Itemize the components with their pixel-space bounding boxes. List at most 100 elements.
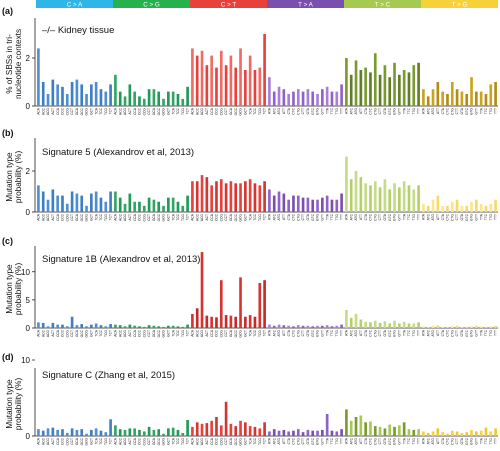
x-tick-label: ATA [268,329,272,336]
y-tick-label: 0 [26,324,31,333]
x-tick-label: TCC [253,437,257,444]
x-tick-label: TCA [94,107,98,114]
bar [450,326,454,328]
x-tick-label: ACT [205,214,209,221]
bar [181,205,185,212]
bar [61,195,64,212]
x-tick-label: TCT [109,108,113,114]
bar [147,89,151,106]
x-tick-label: GTT [320,438,324,445]
x-tick-label: TCC [99,329,103,336]
bar [123,96,127,106]
bar [210,420,213,436]
x-tick-label: GTC [311,329,315,337]
x-tick-label: GTA [383,329,387,336]
bar [340,429,343,436]
bar [287,431,290,436]
x-tick-label: CCG [65,214,69,222]
panel-3: (c) Signature 1B (Alexandrov et al, 2013)… [2,236,498,338]
x-tick-label: CCG [65,438,69,446]
bar [393,183,396,212]
bar [118,429,122,436]
x-tick-label: CTG [296,214,300,221]
bar [301,432,305,436]
x-tick-label: GCC [234,213,238,221]
x-tick-label: TCC [99,437,103,444]
x-tick-label: CCT [147,214,151,221]
x-tick-label: GCA [152,437,156,445]
x-tick-label: GTG [393,330,397,338]
bar [123,326,127,328]
bar [301,197,305,212]
x-tick-label: ATG [277,330,281,337]
x-tick-label: CTT [455,108,459,114]
bar [388,77,392,106]
x-tick-label: CCG [65,108,69,116]
bar [345,58,348,106]
x-tick-label: TCA [248,107,252,114]
x-tick-label: GTT [474,438,478,445]
bar [133,325,136,328]
x-tick-label: ATT [359,214,363,220]
bar [176,326,180,328]
bar [330,430,334,436]
bar [186,86,189,106]
x-tick-label: CCT [224,330,228,337]
y-tick-label: 2 [26,54,31,63]
x-tick-label: GTT [474,330,478,337]
x-tick-label: GCT [243,330,247,337]
x-tick-label: GTG [316,330,320,338]
bar [94,191,98,212]
x-tick-label: TTT [417,330,421,336]
bar [383,65,387,106]
bar [364,183,367,212]
bar [369,185,372,212]
bar [321,429,324,436]
bar [210,55,213,106]
x-tick-label: CCC [215,329,219,337]
x-tick-label: GTA [383,437,387,444]
bar [157,91,161,106]
bar [383,321,387,328]
x-tick-label: CCA [56,107,60,115]
x-tick-label: ACC [118,107,122,115]
x-tick-label: CCT [224,438,228,445]
bar [152,89,156,106]
y-axis-label: probability (%) [14,151,23,204]
y-axis-label: probability (%) [14,263,23,316]
bar [345,156,348,212]
bar [234,183,238,212]
bar [263,422,266,436]
bar [316,199,319,212]
x-tick-label: CTT [301,108,305,114]
x-tick-label: TTA [402,107,406,114]
bar [41,430,45,436]
bar [219,425,223,436]
bar [200,423,204,436]
x-tick-label: ACA [191,213,195,221]
x-tick-label: CTC [446,329,450,336]
x-tick-label: GCA [229,213,233,221]
x-tick-label: ACC [195,213,199,221]
bar [364,422,367,436]
x-tick-label: GTT [474,108,478,115]
bar [340,324,343,328]
mutation-type-label: T > A [298,2,314,9]
bar [142,326,146,328]
bar [104,201,108,212]
x-tick-label: CCG [142,214,146,222]
bar [364,321,367,328]
bar [70,316,74,328]
x-tick-label: TCG [181,214,185,221]
bar [41,191,45,212]
x-tick-label: ACT [128,330,132,337]
bar [195,308,199,328]
bar [195,422,199,436]
panel-title: Signature 1B (Alexandrov et al, 2013) [42,254,200,265]
x-tick-label: GTA [460,437,464,444]
bar [37,429,40,436]
bar [162,98,165,106]
x-tick-label: GTG [470,108,474,116]
x-tick-label: ACT [51,438,55,445]
x-tick-label: ATC [426,213,430,220]
